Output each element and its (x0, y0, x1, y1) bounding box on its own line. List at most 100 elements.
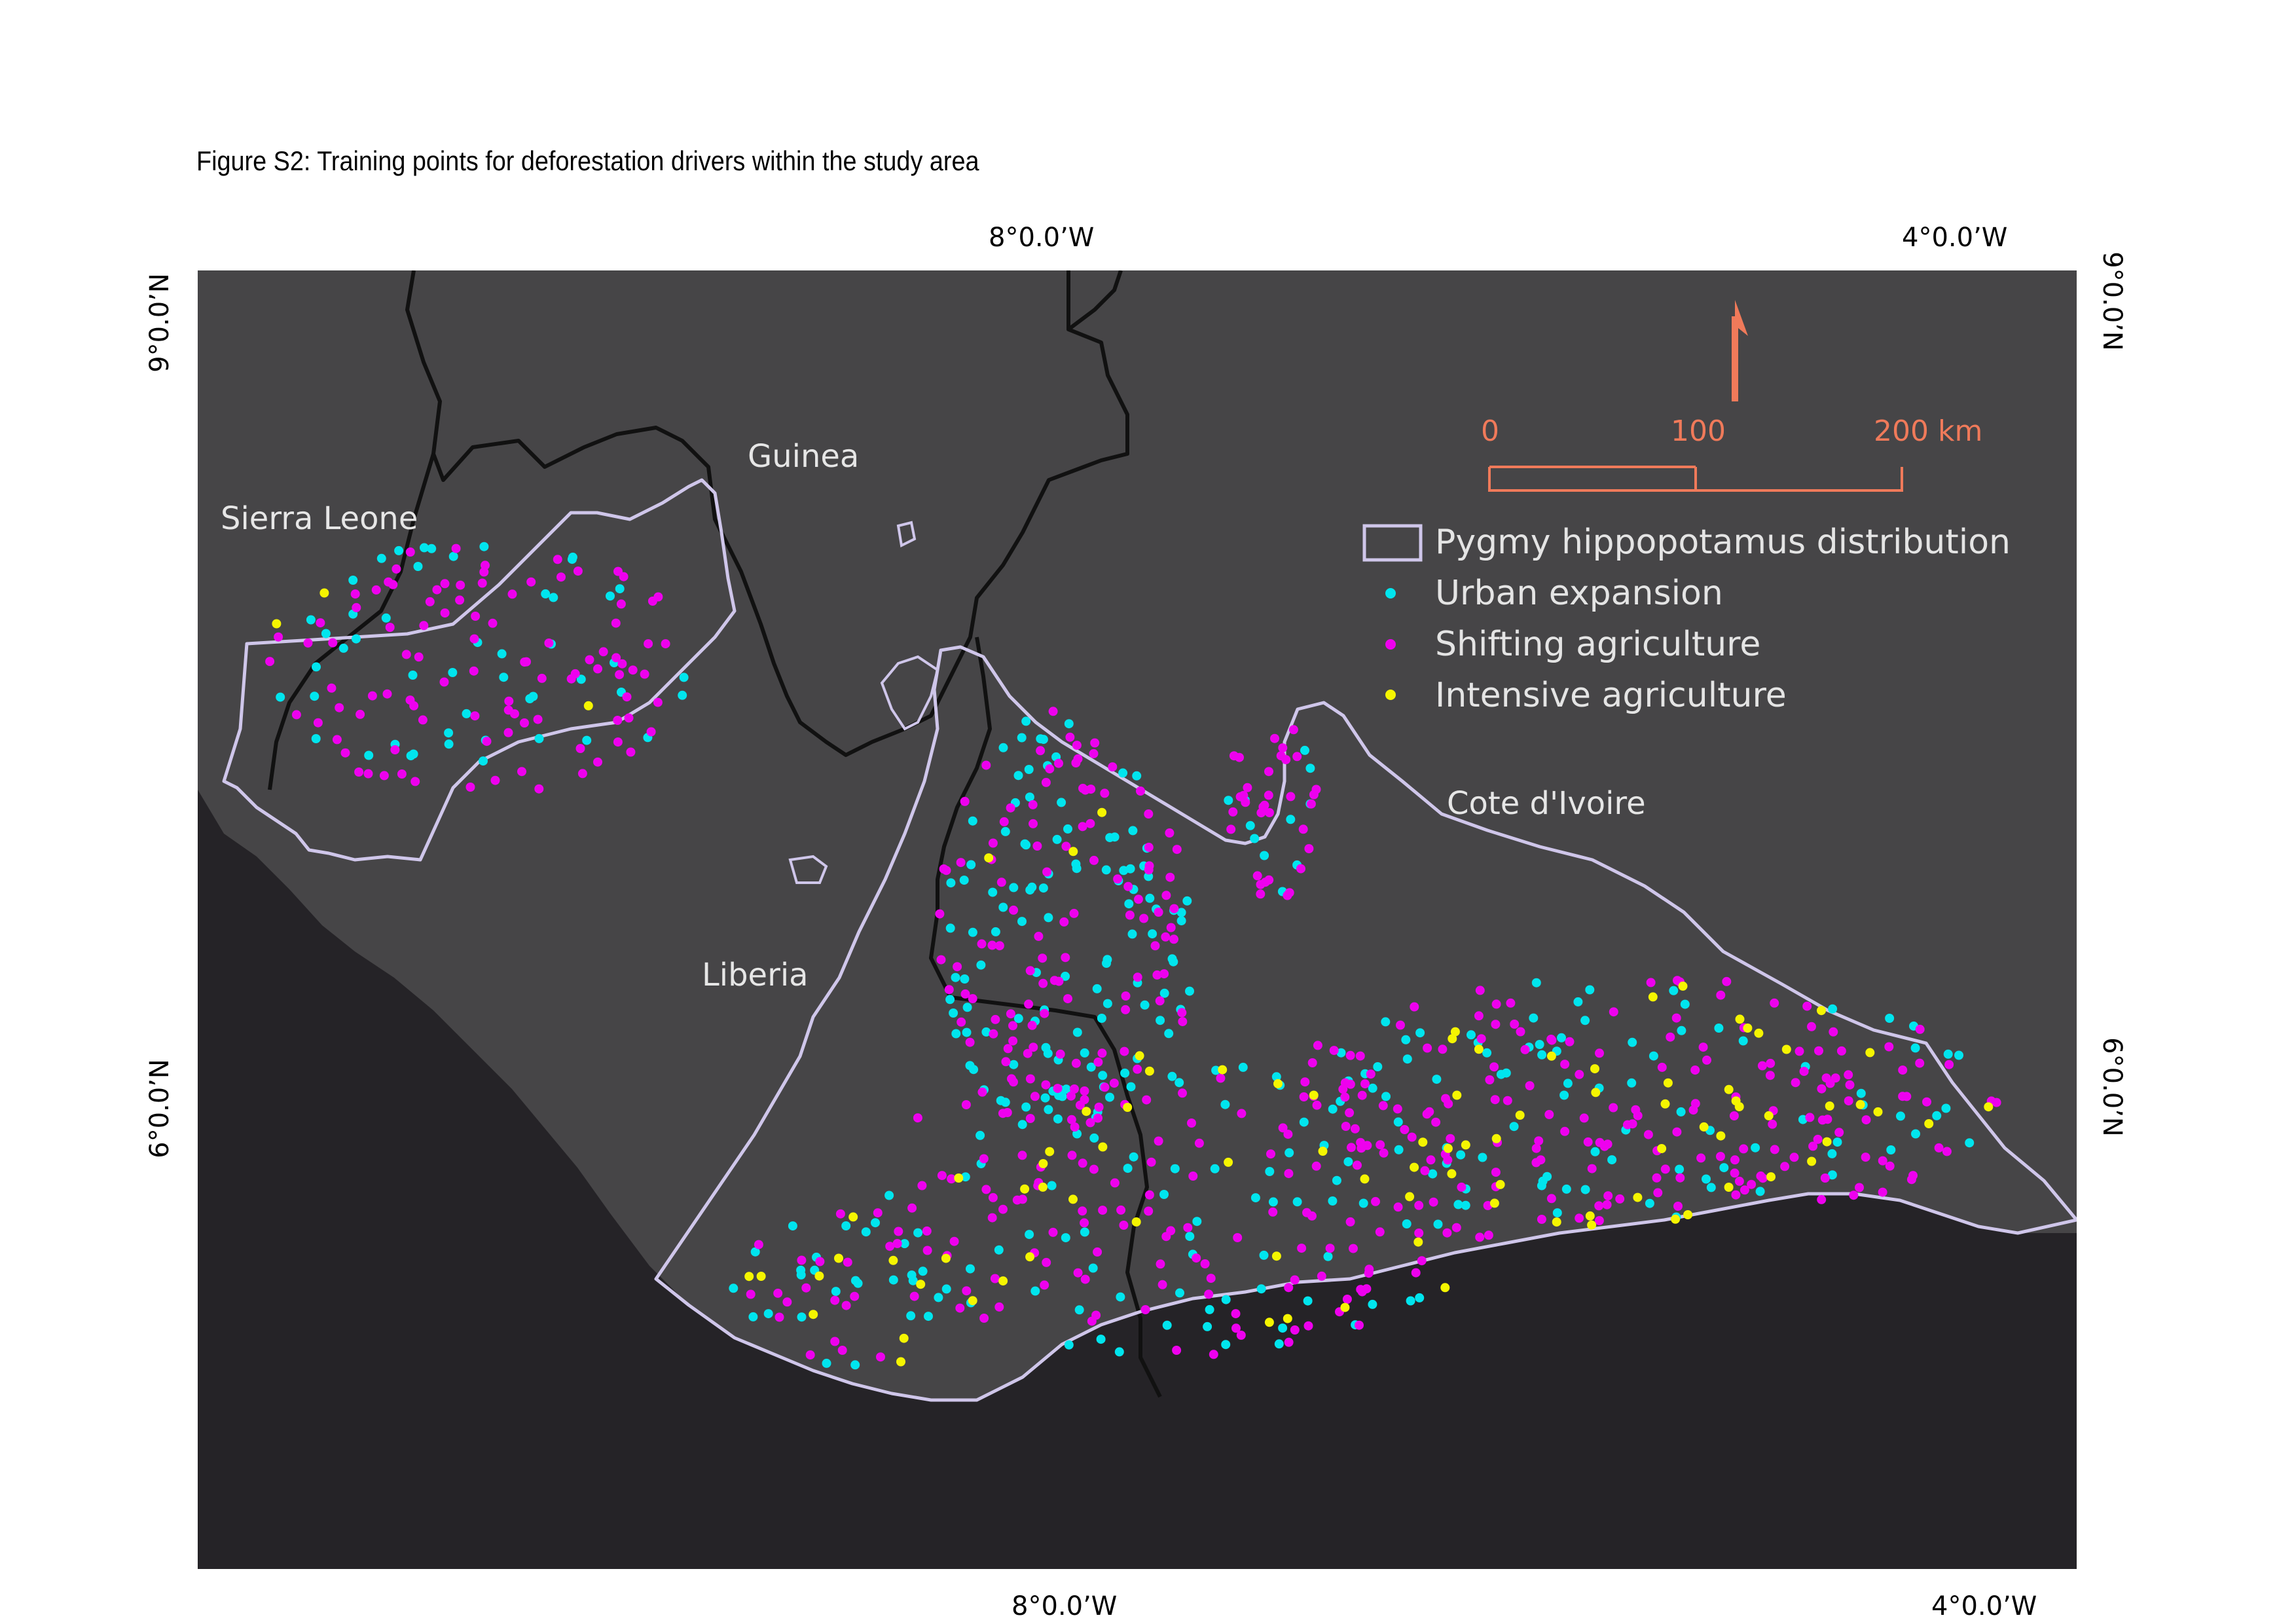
urban-point (1044, 1105, 1053, 1115)
shifting-point (1073, 1268, 1083, 1278)
urban-point (1433, 1219, 1443, 1229)
intensive-point (1657, 1144, 1667, 1153)
shifting-point (1474, 1011, 1484, 1021)
urban-point (1368, 1083, 1377, 1093)
shifting-point (622, 692, 632, 702)
shifting-point (1090, 738, 1100, 748)
shifting-point (1307, 1058, 1317, 1067)
intensive-point (954, 1173, 964, 1183)
shifting-point (1653, 1188, 1663, 1198)
shifting-point (1284, 1169, 1294, 1179)
shifting-point (1100, 1082, 1110, 1092)
shifting-point (1366, 1069, 1376, 1079)
shifting-point (1036, 746, 1046, 756)
legend-label-intensive: Intensive agriculture (1435, 676, 1787, 715)
shifting-point (1740, 1185, 1749, 1195)
shifting-point (1807, 1022, 1816, 1031)
intensive-point (1495, 1179, 1505, 1189)
shifting-point (1643, 1130, 1653, 1139)
shifting-point (1134, 895, 1143, 904)
shifting-point (936, 955, 946, 965)
shifting-point (1716, 990, 1726, 1000)
shifting-point (1110, 1178, 1120, 1188)
urban-point (841, 1221, 851, 1230)
shifting-point (805, 1350, 815, 1360)
intensive-point (1318, 1147, 1328, 1156)
shifting-point (797, 1255, 807, 1265)
shifting-point (1944, 1060, 1954, 1069)
shifting-point (332, 735, 342, 745)
urban-point (831, 1287, 841, 1297)
shifting-point (1817, 1084, 1827, 1094)
intensive-point (1020, 1184, 1030, 1194)
urban-point (1020, 839, 1030, 849)
urban-point (1074, 1305, 1084, 1315)
urban-point (918, 1266, 928, 1276)
shifting-point (640, 669, 649, 679)
urban-point (1080, 1227, 1089, 1237)
shifting-point (661, 639, 670, 649)
urban-point (1072, 1027, 1082, 1037)
shifting-point (611, 653, 621, 663)
shifting-point (1799, 1067, 1809, 1077)
urban-point (1088, 1263, 1098, 1273)
shifting-point (1516, 1027, 1525, 1037)
intensive-point (1264, 1318, 1274, 1327)
shifting-point (1300, 1077, 1310, 1087)
shifting-point (1209, 1350, 1218, 1359)
shifting-point (573, 566, 583, 576)
shifting-point (1144, 809, 1154, 819)
shifting-point (1008, 1036, 1018, 1046)
urban-point (1176, 916, 1186, 926)
urban-point (1013, 1014, 1023, 1024)
scale-label-200: 200 km (1874, 415, 1982, 448)
shifting-point (1065, 732, 1075, 742)
legend-swatch-urban (1385, 588, 1396, 599)
urban-point (1176, 908, 1186, 917)
shifting-point (553, 555, 562, 564)
shifting-point (1009, 905, 1019, 915)
shifting-point (1849, 1190, 1859, 1200)
shifting-point (1071, 1058, 1081, 1068)
legend-swatch-distribution (1362, 524, 1423, 562)
shifting-point (957, 1017, 966, 1027)
shifting-point (830, 1337, 840, 1346)
urban-point (1461, 1200, 1470, 1210)
shifting-point (1061, 841, 1071, 851)
intensive-point (1855, 1099, 1865, 1109)
shifting-point (1177, 1008, 1187, 1018)
shifting-point (1360, 1079, 1370, 1089)
shifting-point (1652, 1173, 1662, 1183)
shifting-point (1789, 1153, 1799, 1162)
shifting-point (1194, 1138, 1204, 1148)
intensive-point (1309, 1090, 1319, 1100)
shifting-point (1066, 1115, 1076, 1124)
shifting-point (1475, 1232, 1485, 1242)
shifting-point (1150, 941, 1160, 951)
shifting-point (1768, 1119, 1777, 1129)
shifting-point (1623, 1120, 1632, 1130)
shifting-point (1579, 1113, 1589, 1123)
shifting-point (1264, 790, 1273, 800)
shifting-point (1770, 1145, 1779, 1154)
shifting-point (801, 1283, 811, 1293)
shifting-point (1156, 1259, 1165, 1269)
urban-point (1169, 957, 1178, 967)
urban-point (1827, 1149, 1837, 1158)
shifting-point (1172, 1346, 1182, 1355)
urban-point (1061, 1084, 1071, 1094)
shifting-point (1544, 1110, 1554, 1119)
legend-swatch-intensive (1385, 690, 1396, 700)
shifting-point (1349, 1244, 1358, 1253)
shifting-point (1006, 803, 1015, 813)
urban-point (1373, 1062, 1383, 1071)
shifting-point (1546, 1194, 1556, 1204)
shifting-point (418, 715, 428, 725)
urban-point (968, 816, 977, 826)
urban-point (321, 629, 331, 638)
shifting-point (965, 1037, 975, 1047)
urban-point (1268, 1197, 1278, 1207)
figure-caption: Figure S2: Training points for deforesta… (196, 145, 979, 176)
shifting-point (490, 775, 500, 785)
